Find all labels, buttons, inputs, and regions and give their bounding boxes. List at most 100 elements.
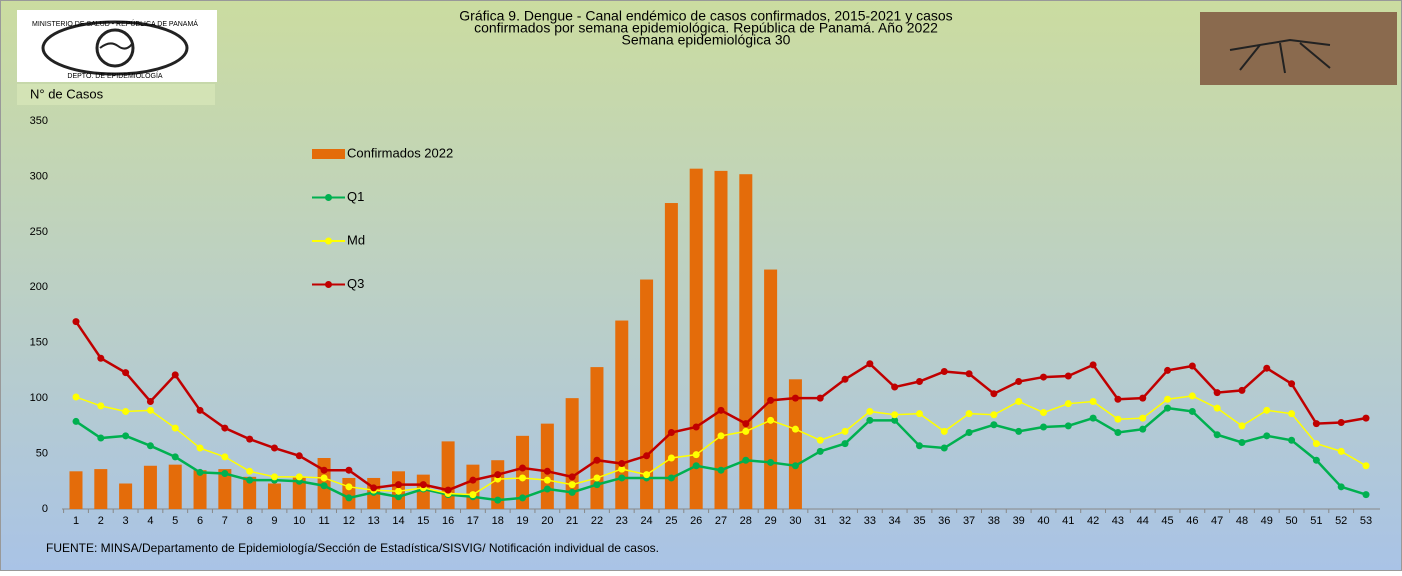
bar	[94, 469, 107, 509]
point	[1065, 422, 1072, 429]
point	[767, 459, 774, 466]
point	[941, 445, 948, 452]
x-tick-label: 31	[814, 515, 826, 527]
point	[1313, 457, 1320, 464]
point	[296, 452, 303, 459]
x-tick-label: 50	[1285, 515, 1297, 527]
x-tick-label: 43	[1112, 515, 1124, 527]
logo-text: MINISTERIO DE SALUD - REPÚBLICA DE PANAM…	[32, 19, 198, 28]
point	[842, 376, 849, 383]
bar	[169, 465, 182, 509]
point	[668, 429, 675, 436]
point	[1090, 361, 1097, 368]
point	[1065, 400, 1072, 407]
point	[519, 494, 526, 501]
x-tick-label: 46	[1186, 515, 1198, 527]
point	[1114, 429, 1121, 436]
point	[1090, 398, 1097, 405]
x-tick-label: 5	[172, 515, 178, 527]
x-tick-label: 23	[616, 515, 628, 527]
point	[569, 481, 576, 488]
x-tick-label: 52	[1335, 515, 1347, 527]
x-tick-label: 25	[665, 515, 677, 527]
legend-label: Md	[347, 232, 365, 247]
x-tick-label: 4	[147, 515, 153, 527]
point	[73, 418, 80, 425]
point	[1338, 483, 1345, 490]
point	[221, 453, 228, 460]
y-axis-label: N° de Casos	[30, 86, 104, 101]
legend-swatch	[325, 194, 332, 201]
point	[1040, 374, 1047, 381]
point	[792, 395, 799, 402]
point	[1238, 439, 1245, 446]
x-tick-label: 10	[293, 515, 305, 527]
legend-label: Confirmados 2022	[347, 145, 453, 160]
y-tick-label: 0	[42, 503, 48, 515]
point	[221, 470, 228, 477]
point	[147, 407, 154, 414]
bar	[194, 470, 207, 509]
point	[1164, 405, 1171, 412]
point	[1338, 419, 1345, 426]
point	[1313, 420, 1320, 427]
x-tick-label: 30	[789, 515, 801, 527]
x-tick-label: 22	[591, 515, 603, 527]
point	[718, 432, 725, 439]
bar	[70, 471, 83, 509]
point	[147, 398, 154, 405]
point	[1363, 462, 1370, 469]
point	[345, 494, 352, 501]
point	[990, 390, 997, 397]
point	[693, 451, 700, 458]
point	[817, 437, 824, 444]
bar	[144, 466, 157, 509]
point	[1189, 408, 1196, 415]
point	[916, 442, 923, 449]
point	[1363, 415, 1370, 422]
point	[990, 421, 997, 428]
y-tick-label: 200	[30, 281, 48, 293]
x-tick-label: 15	[417, 515, 429, 527]
point	[1114, 416, 1121, 423]
point	[842, 428, 849, 435]
x-tick-label: 8	[247, 515, 253, 527]
point	[1189, 362, 1196, 369]
x-tick-label: 19	[516, 515, 528, 527]
point	[1214, 405, 1221, 412]
point	[842, 440, 849, 447]
point	[370, 484, 377, 491]
point	[97, 355, 104, 362]
legend-label: Q1	[347, 189, 364, 204]
point	[494, 471, 501, 478]
x-tick-label: 49	[1261, 515, 1273, 527]
point	[966, 410, 973, 417]
point	[122, 408, 129, 415]
logo-text: DEPTO. DE EPIDEMIOLOGÍA	[67, 71, 163, 80]
point	[345, 467, 352, 474]
point	[569, 473, 576, 480]
x-tick-label: 17	[467, 515, 479, 527]
point	[395, 488, 402, 495]
point	[1015, 378, 1022, 385]
point	[593, 474, 600, 481]
point	[1288, 410, 1295, 417]
logo: MINISTERIO DE SALUD - REPÚBLICA DE PANAM…	[17, 10, 217, 82]
x-tick-label: 51	[1310, 515, 1322, 527]
point	[1214, 389, 1221, 396]
point	[246, 436, 253, 443]
point	[1338, 448, 1345, 455]
y-tick-label: 100	[30, 392, 48, 404]
x-tick-label: 42	[1087, 515, 1099, 527]
point	[296, 473, 303, 480]
bar	[268, 484, 281, 509]
x-tick-label: 33	[864, 515, 876, 527]
point	[1164, 396, 1171, 403]
point	[1090, 415, 1097, 422]
point	[792, 462, 799, 469]
point	[1139, 426, 1146, 433]
point	[742, 457, 749, 464]
point	[544, 468, 551, 475]
point	[122, 369, 129, 376]
bar	[342, 478, 355, 509]
